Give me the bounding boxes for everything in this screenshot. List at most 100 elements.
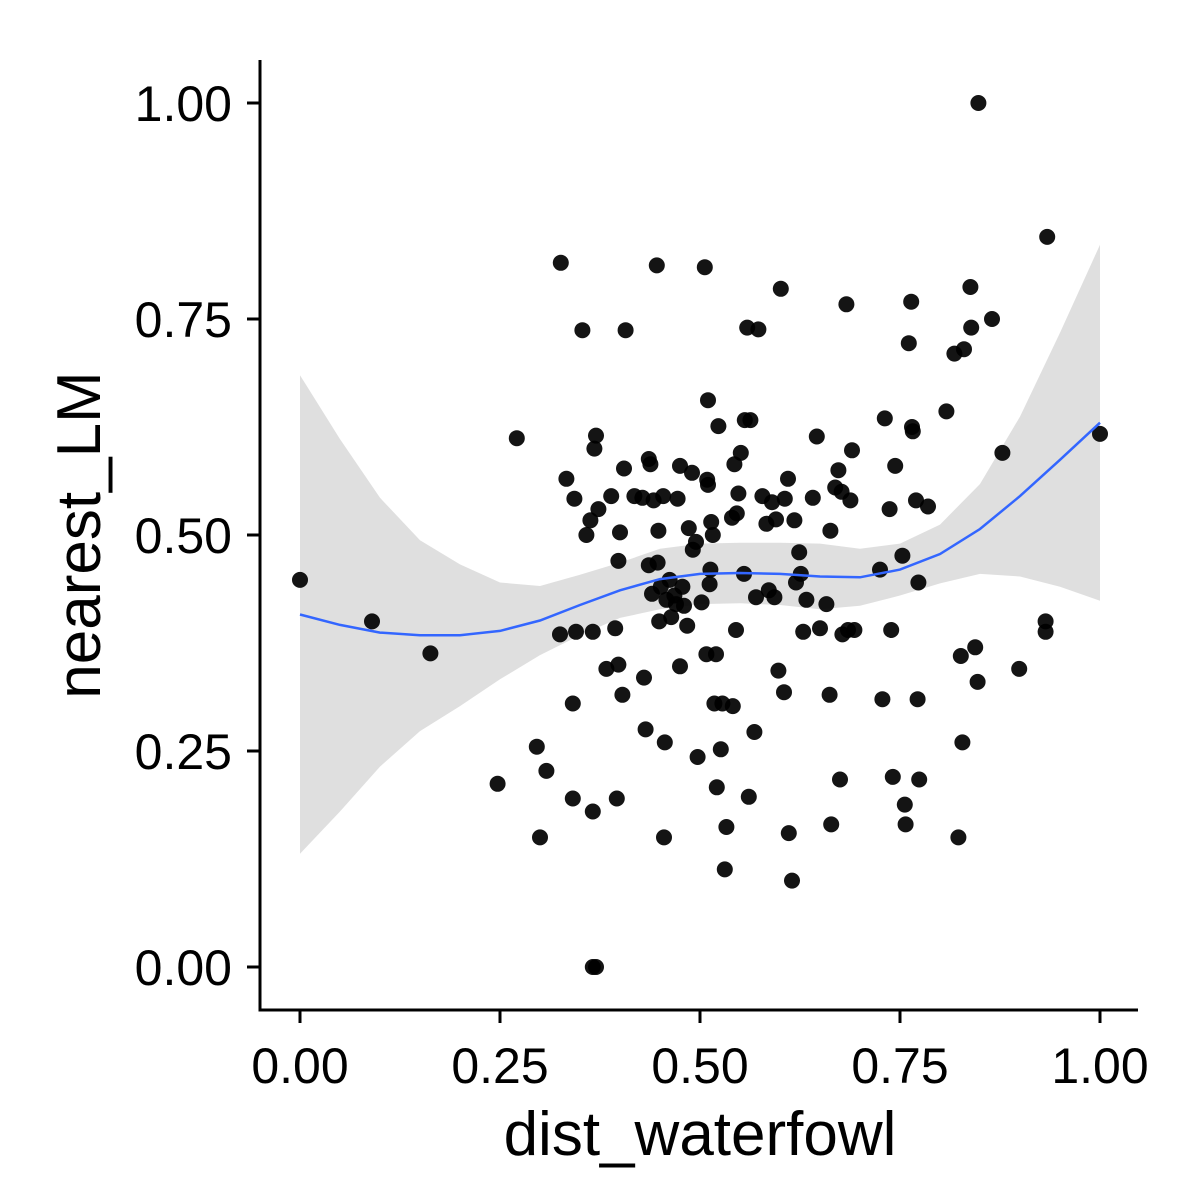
data-point-59: [672, 658, 688, 675]
x-tick-label-3: 0.75: [851, 1038, 948, 1094]
data-point-125: [822, 522, 839, 539]
data-point-142: [884, 768, 901, 785]
data-point-45: [649, 554, 666, 571]
data-point-53: [661, 571, 678, 588]
data-point-3: [489, 775, 506, 792]
data-point-134: [842, 492, 859, 509]
data-point-22: [586, 440, 603, 457]
data-point-158: [950, 829, 967, 846]
data-point-136: [846, 622, 863, 638]
y-tick-label-4: 1.00: [135, 76, 232, 132]
data-point-141: [883, 622, 900, 638]
data-point-91: [730, 485, 747, 502]
data-point-140: [881, 501, 898, 518]
data-point-96: [740, 788, 757, 805]
data-point-123: [818, 596, 835, 613]
data-point-132: [838, 296, 855, 313]
data-point-66: [688, 533, 704, 550]
data-point-61: [676, 597, 692, 614]
data-point-75: [702, 561, 719, 578]
data-point-98: [746, 724, 763, 740]
data-point-169: [1011, 660, 1028, 677]
data-point-105: [766, 589, 783, 606]
data-point-50: [656, 829, 672, 846]
data-point-116: [791, 544, 808, 561]
data-point-69: [696, 259, 713, 276]
data-point-161: [956, 341, 972, 358]
data-point-80: [708, 779, 725, 796]
data-point-100: [750, 321, 767, 338]
data-point-32: [614, 686, 631, 703]
data-point-62: [679, 617, 696, 634]
data-point-106: [768, 511, 784, 528]
data-point-34: [617, 322, 634, 339]
data-point-139: [876, 410, 893, 427]
data-point-168: [994, 444, 1011, 461]
data-point-25: [598, 660, 615, 677]
data-point-155: [920, 498, 936, 515]
data-point-121: [808, 428, 825, 445]
data-point-51: [656, 734, 673, 751]
data-point-172: [1039, 228, 1056, 245]
y-tick-label-1: 0.25: [135, 724, 232, 780]
data-point-92: [732, 444, 749, 461]
y-tick-label-2: 0.50: [135, 508, 232, 564]
smooth-line: [299, 421, 1101, 637]
data-point-14: [568, 623, 584, 640]
data-point-150: [904, 423, 921, 440]
data-point-79: [708, 646, 724, 663]
data-point-82: [712, 741, 729, 758]
y-tick-label-3: 0.75: [135, 292, 232, 348]
data-point-162: [962, 279, 979, 295]
data-point-167: [984, 311, 1000, 327]
data-point-112: [780, 825, 797, 842]
data-point-60: [674, 578, 691, 595]
data-point-147: [900, 335, 917, 352]
data-point-122: [812, 620, 828, 637]
data-point-117: [792, 565, 809, 582]
data-point-153: [910, 574, 927, 591]
x-tick-label-4: 1.00: [1051, 1038, 1148, 1094]
data-point-10: [558, 470, 575, 487]
data-point-13: [566, 490, 583, 507]
data-point-18: [584, 623, 601, 640]
data-point-47: [651, 613, 668, 630]
data-point-119: [798, 591, 815, 608]
data-point-64: [684, 464, 700, 481]
data-point-57: [669, 490, 686, 507]
data-point-151: [908, 492, 924, 509]
data-point-11: [564, 695, 581, 712]
y-axis-title: nearest_LM: [45, 371, 114, 698]
data-point-24: [590, 501, 607, 518]
data-point-63: [680, 520, 697, 537]
data-point-159: [952, 648, 969, 664]
data-point-107: [770, 662, 787, 679]
x-tick-label-1: 0.25: [451, 1038, 548, 1094]
data-point-58: [672, 457, 688, 474]
data-point-76: [703, 514, 720, 530]
data-point-74: [701, 576, 718, 593]
data-point-143: [887, 457, 904, 474]
x-tick-label-2: 0.50: [651, 1038, 748, 1094]
data-point-129: [832, 771, 848, 788]
data-point-97: [742, 412, 759, 429]
data-point-4: [508, 430, 525, 447]
data-point-73: [700, 476, 716, 493]
data-point-126: [823, 816, 840, 833]
data-point-166: [970, 95, 987, 111]
data-point-118: [795, 623, 812, 640]
data-point-145: [896, 796, 913, 813]
data-point-84: [716, 861, 733, 878]
x-tick-label-0: 0.00: [251, 1038, 348, 1094]
data-point-110: [776, 490, 793, 507]
data-point-6: [532, 829, 548, 846]
data-point-90: [728, 505, 745, 522]
data-point-2: [422, 645, 439, 662]
data-point-0: [292, 571, 308, 588]
data-point-164: [967, 639, 984, 656]
data-point-28: [608, 790, 625, 807]
data-point-113: [784, 872, 800, 889]
data-point-148: [903, 293, 920, 310]
data-point-81: [710, 418, 727, 435]
data-point-104: [764, 494, 780, 511]
